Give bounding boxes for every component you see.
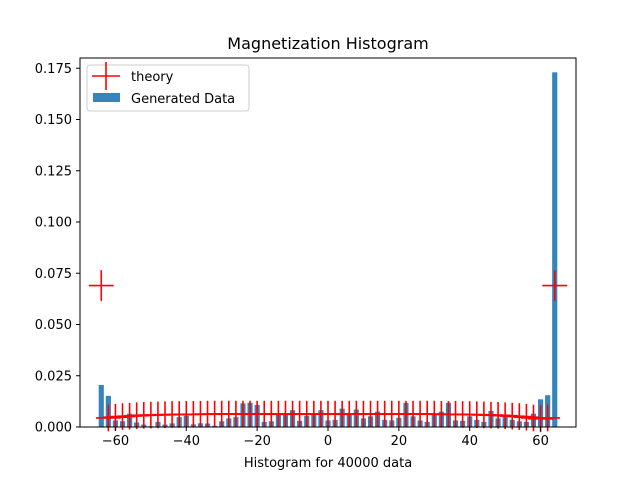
legend-box — [86, 64, 250, 112]
y-tick-label: 0.050 — [35, 318, 72, 333]
histogram-bar — [552, 72, 558, 427]
y-axis-ticks: 0.000 0.025 0.050 0.075 0.100 0.125 0.150 0.175 — [35, 62, 80, 436]
x-tick-label: −60 — [102, 434, 129, 449]
y-tick-label: 0.025 — [35, 369, 72, 384]
y-tick-label: 0.075 — [35, 267, 72, 282]
legend-theory-marker — [92, 62, 120, 90]
x-tick-label: 20 — [391, 434, 408, 449]
x-tick-label: 0 — [324, 434, 332, 449]
y-tick-label: 0.100 — [35, 216, 72, 231]
x-tick-label: 60 — [532, 434, 549, 449]
x-tick-label: 40 — [461, 434, 478, 449]
theory-errorbar — [514, 403, 539, 431]
legend-theory-label: theory — [131, 70, 174, 85]
x-tick-label: −40 — [173, 434, 200, 449]
x-tick-label: −20 — [243, 434, 270, 449]
y-tick-label: 0.000 — [35, 421, 72, 436]
legend-generated-data-swatch — [93, 93, 120, 102]
x-axis-label: Histogram for 40000 data — [244, 456, 412, 471]
y-tick-label: 0.150 — [35, 113, 72, 128]
chart-title: Magnetization Histogram — [227, 34, 428, 53]
y-tick-label: 0.125 — [35, 164, 72, 179]
theory-errorbar — [88, 270, 114, 301]
legend-generated-data-label: Generated Data — [131, 92, 235, 107]
y-tick-label: 0.175 — [35, 62, 72, 77]
histogram-bar — [98, 384, 104, 427]
legend: theory Generated Data — [86, 62, 250, 112]
theory-errorbar — [542, 270, 568, 301]
x-axis-ticks: −60 −40 −20 0 20 40 60 — [102, 427, 549, 449]
